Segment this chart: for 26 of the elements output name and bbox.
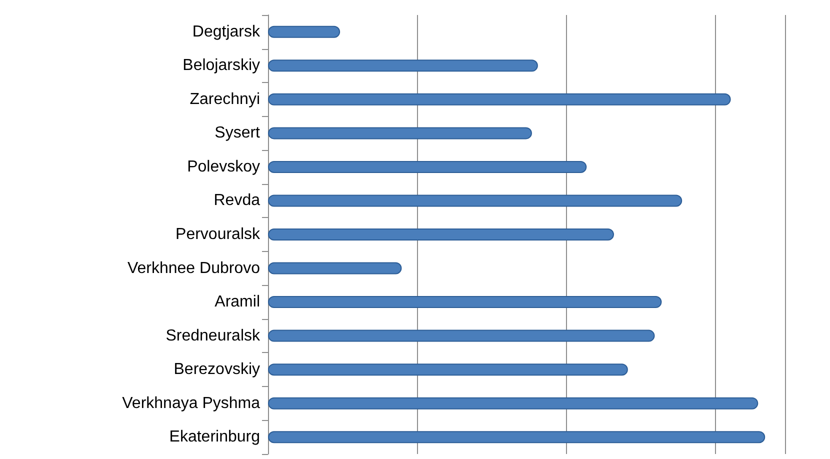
- y-tick-label: Degtjarsk: [192, 23, 261, 40]
- y-tick-label: Ekaterinburg: [169, 428, 260, 446]
- bar: [268, 330, 655, 342]
- bar: [268, 26, 340, 38]
- y-tick-label: Sysert: [214, 124, 261, 142]
- y-tick-label: Sredneuralsk: [166, 327, 261, 344]
- bar: [268, 397, 758, 410]
- y-tick-label: Pervouralsk: [176, 226, 261, 243]
- y-tick-label: Belojarskiy: [182, 57, 260, 74]
- bar: [268, 262, 402, 274]
- y-tick-label: Zarechnyi: [190, 90, 260, 108]
- bar: [268, 431, 766, 444]
- y-tick-label: Polevskoy: [187, 158, 260, 176]
- bar: [268, 194, 682, 207]
- y-tick-label: Revda: [214, 192, 260, 210]
- bar: [268, 160, 587, 173]
- bar: [268, 127, 532, 140]
- y-tick-label: Verkhnee Dubrovo: [127, 260, 260, 277]
- y-tick-label: Berezovskiy: [174, 361, 260, 378]
- bar: [268, 93, 731, 106]
- bar: [268, 60, 538, 72]
- y-tick-label: Verkhnaya Pyshma: [122, 394, 260, 412]
- bar: [268, 364, 628, 376]
- bar: [268, 228, 614, 240]
- bar: [268, 296, 662, 308]
- y-tick-label: Aramil: [214, 294, 260, 311]
